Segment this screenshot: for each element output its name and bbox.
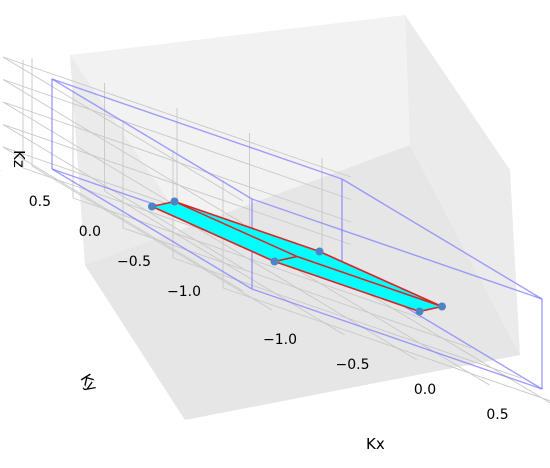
grid-line-back-z	[2, 79, 352, 200]
cube-edge	[341, 178, 543, 300]
cube-edge	[251, 288, 543, 390]
x-tick-label: −0.5	[336, 357, 370, 373]
surface-vertex	[270, 257, 279, 266]
surface-patch	[148, 197, 446, 316]
x-tick-label: −1.0	[263, 332, 297, 348]
surface-edge	[174, 200, 320, 253]
surface-edge	[151, 205, 275, 263]
tick-labels: −1.0−0.50.00.51.0−1.0−0.50.00.51.01.00.5…	[0, 164, 509, 423]
surface-inner-edge	[296, 255, 443, 308]
surface-vertex	[148, 202, 156, 211]
grid-line-back-z	[2, 56, 352, 178]
y-axis-label: Ky	[77, 371, 102, 396]
surface-vertex	[415, 307, 424, 316]
surface-vertex	[170, 197, 179, 206]
grid-line-left-z	[2, 79, 244, 224]
surface-edge	[274, 260, 420, 313]
surface-edge	[319, 250, 443, 308]
floor-pane	[85, 145, 520, 420]
cube-edge	[51, 78, 253, 200]
cube-edge	[251, 198, 543, 300]
y-tick-label: 0.0	[79, 224, 101, 240]
surface-vertex	[438, 302, 446, 311]
surface-vertex	[315, 247, 324, 256]
axis-panes	[70, 15, 520, 420]
grid-line-floor-y	[122, 227, 472, 349]
y-tick-label: 0.5	[29, 194, 51, 210]
grid-line-floor-y	[72, 197, 422, 319]
surface-inner-edge	[174, 200, 298, 258]
y-tick-label: −1.0	[167, 284, 201, 300]
x-tick-label: 0.5	[486, 407, 508, 423]
grid-line-back-z	[2, 101, 352, 223]
grid-line-left-z	[2, 56, 244, 202]
cube-edge	[51, 168, 253, 290]
x-axis-label: Kx	[366, 435, 385, 453]
cube-edge	[51, 78, 343, 180]
x-tick-label: 0.0	[414, 382, 436, 398]
y-tick-label: −0.5	[117, 254, 151, 270]
y-tick-label: 1.0	[0, 164, 1, 180]
right-pane	[405, 15, 520, 355]
z-axis-label: Kz	[10, 150, 28, 168]
